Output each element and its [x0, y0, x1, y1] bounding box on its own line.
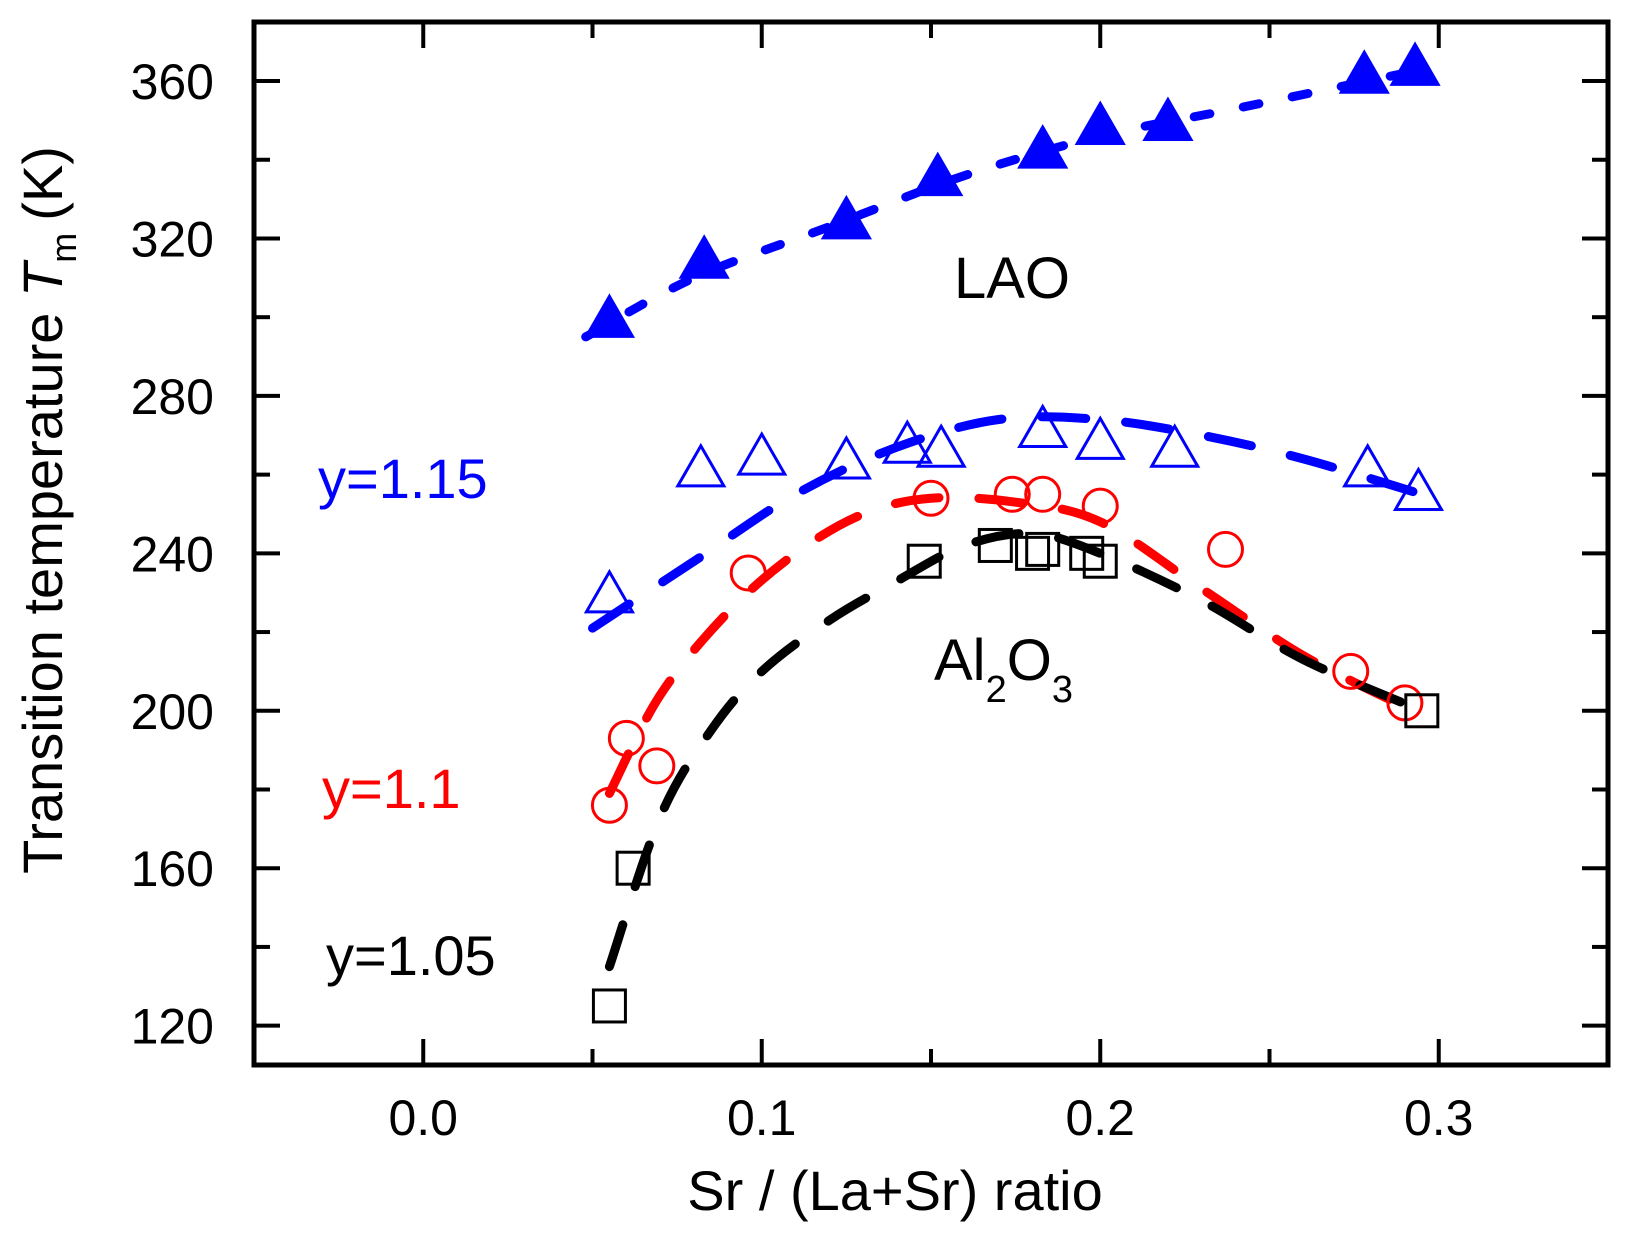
x-axis-title: Sr / (La+Sr) ratio — [687, 1159, 1102, 1222]
data-point-series-2 — [1024, 475, 1062, 513]
series-label-y11: y=1.1 — [322, 757, 461, 820]
y-axis-title-unit: (K) — [11, 146, 74, 221]
al2o3-sub1: 2 — [986, 669, 1007, 711]
data-point-series-2 — [1332, 652, 1370, 690]
fit-curves — [581, 68, 1427, 972]
data-point-series-3 — [615, 850, 651, 886]
x-tick-label: 0.3 — [1404, 1090, 1474, 1146]
y-tick-label: 240 — [131, 526, 214, 582]
y-axis-title-main: Transition temperature — [11, 313, 74, 874]
y-tick-label: 280 — [131, 369, 214, 425]
data-point-series-0 — [1338, 49, 1390, 94]
fit-curve-series-1 — [588, 412, 1427, 633]
data-point-series-2 — [590, 786, 628, 824]
data-point-series-2 — [607, 719, 645, 757]
x-tick-label: 0.1 — [727, 1090, 797, 1146]
y-axis-title: Transition temperature Tm (K) — [11, 146, 84, 874]
x-tick-label: 0.2 — [1065, 1090, 1135, 1146]
series-label-y115: y=1.15 — [318, 447, 488, 510]
data-point-series-2 — [638, 747, 676, 785]
al2o3-sub2: 3 — [1052, 669, 1073, 711]
data-point-series-1 — [675, 442, 727, 488]
al2o3-al: Al — [934, 628, 986, 693]
data-point-series-0 — [1017, 124, 1069, 169]
data-point-series-1 — [1342, 442, 1394, 488]
data-point-series-0 — [1142, 96, 1194, 142]
annotation-al2o3: Al2O3 — [934, 628, 1073, 711]
x-tick-labels: 0.0 0.1 0.2 0.3 — [388, 1090, 1473, 1146]
data-point-series-1 — [583, 568, 636, 614]
data-point-series-2 — [1206, 530, 1244, 568]
fit-curve-series-2 — [604, 492, 1410, 798]
fit-curve-series-0 — [581, 68, 1410, 342]
data-point-series-0 — [678, 234, 730, 279]
data-point-series-3 — [591, 988, 627, 1024]
annotation-lao: LAO — [954, 246, 1070, 311]
data-point-series-0 — [820, 194, 872, 240]
y-tick-label: 360 — [131, 54, 214, 110]
data-point-series-0 — [1074, 100, 1126, 145]
axis-ticks — [252, 22, 1610, 1065]
data-point-series-0 — [912, 151, 964, 197]
y-tick-label: 120 — [131, 999, 214, 1055]
y-tick-label: 200 — [131, 684, 214, 740]
y-tick-label: 160 — [131, 841, 214, 897]
data-point-series-3 — [1082, 543, 1118, 579]
data-point-series-3 — [977, 527, 1013, 563]
data-point-series-1 — [915, 423, 967, 468]
data-point-series-1 — [1074, 415, 1126, 460]
y-axis-title-space — [11, 297, 74, 313]
data-point-series-3 — [1025, 531, 1061, 567]
data-point-series-0 — [1389, 41, 1441, 86]
data-point-series-1 — [1017, 403, 1069, 449]
data-point-series-1 — [820, 435, 872, 480]
data-point-series-1 — [1392, 466, 1445, 512]
y-tick-label: 320 — [131, 211, 214, 267]
data-point-series-1 — [736, 431, 788, 476]
data-point-series-2 — [1081, 487, 1119, 525]
data-point-series-3 — [1404, 693, 1440, 729]
data-point-series-2 — [993, 475, 1031, 513]
data-point-series-3 — [1015, 535, 1051, 571]
y-tick-labels: 120 160 200 240 280 320 360 — [131, 54, 214, 1055]
data-points — [583, 41, 1445, 1024]
y-axis-title-symbol: T — [11, 259, 74, 297]
data-point-series-1 — [881, 419, 933, 464]
plot-frame — [251, 19, 1611, 1068]
data-point-series-0 — [583, 293, 636, 338]
data-point-series-2 — [912, 479, 950, 517]
series-label-y105: y=1.05 — [326, 924, 496, 987]
data-point-series-2 — [729, 554, 767, 592]
fit-curve-series-3 — [604, 528, 1427, 972]
data-point-series-3 — [906, 543, 942, 579]
data-point-series-3 — [1069, 535, 1105, 571]
y-axis-title-subscript: m — [43, 233, 84, 263]
data-point-series-1 — [1149, 423, 1201, 468]
x-tick-label: 0.0 — [388, 1090, 458, 1146]
al2o3-o: O — [1007, 628, 1052, 693]
